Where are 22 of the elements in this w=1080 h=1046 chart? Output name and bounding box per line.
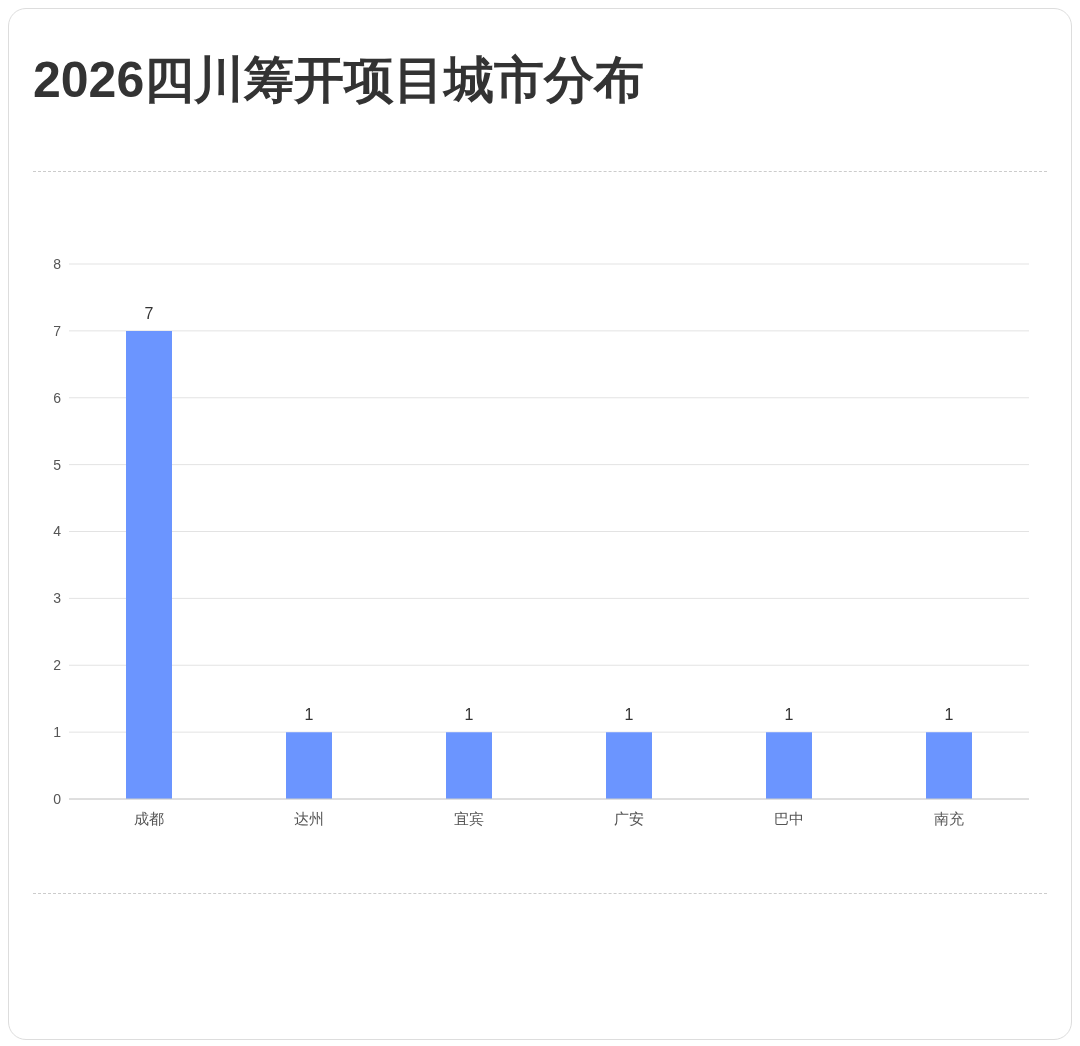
- y-tick-label: 4: [53, 523, 62, 540]
- x-tick-label: 宜宾: [454, 809, 484, 827]
- x-tick-label: 成都: [134, 809, 164, 827]
- x-tick-label: 达州: [294, 809, 324, 827]
- x-tick-label: 南充: [934, 809, 964, 827]
- x-tick-label: 广安: [614, 809, 644, 827]
- chart-title: 2026四川筹开项目城市分布: [33, 51, 645, 110]
- y-tick-label: 0: [53, 790, 62, 807]
- y-tick-label: 6: [53, 389, 62, 406]
- y-tick-label: 5: [53, 456, 62, 473]
- data-label: 1: [624, 706, 634, 724]
- y-tick-label: 2: [53, 657, 62, 674]
- data-label: 1: [944, 706, 954, 724]
- y-tick-label: 7: [53, 322, 62, 339]
- y-tick-label: 1: [53, 724, 62, 741]
- data-label: 1: [784, 706, 794, 724]
- x-tick-label: 巴中: [774, 809, 804, 827]
- data-label: 7: [144, 304, 154, 322]
- y-tick-label: 3: [53, 590, 62, 607]
- y-tick-label: 8: [53, 255, 62, 272]
- data-label: 1: [464, 706, 474, 724]
- data-label: 1: [304, 706, 314, 724]
